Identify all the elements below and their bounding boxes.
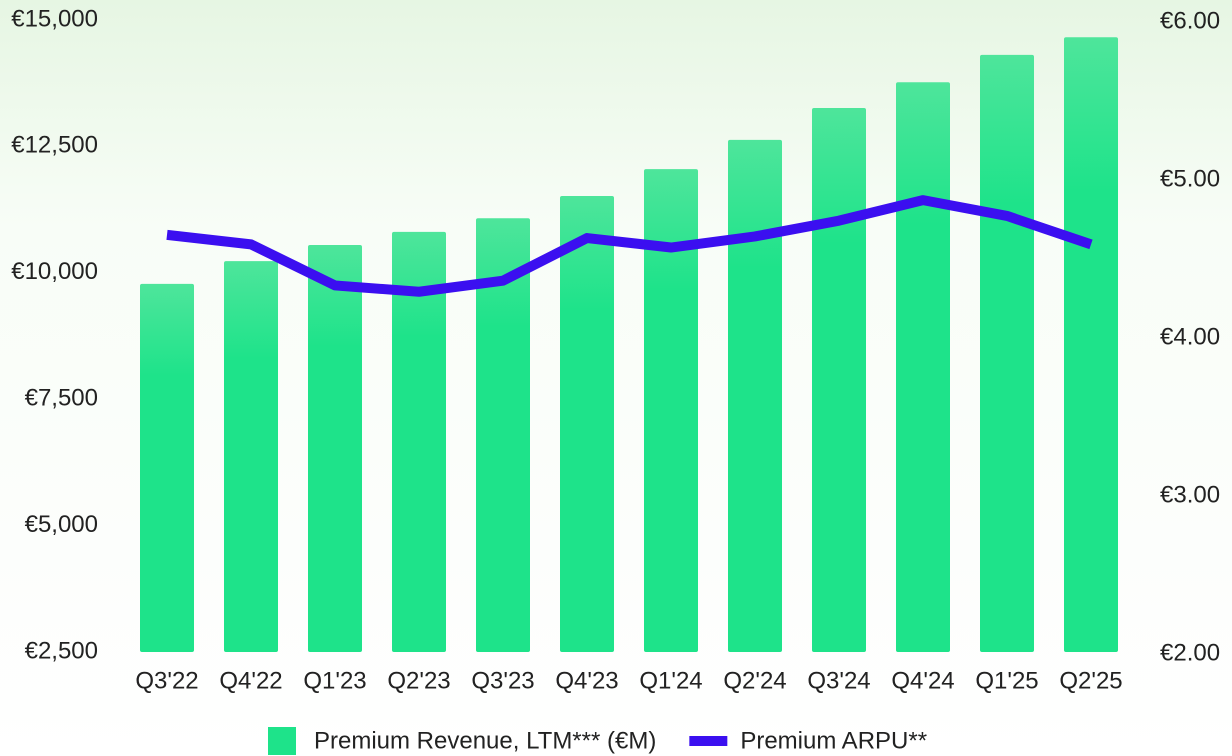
bar [392, 231, 446, 652]
bar [896, 82, 950, 653]
bar [980, 54, 1034, 652]
y-tick-label: €12,500 [11, 132, 98, 159]
x-tick-label: Q1'25 [975, 667, 1038, 694]
bar [1064, 37, 1118, 652]
legend-swatch [268, 727, 296, 755]
line [166, 195, 1093, 297]
bar [476, 218, 530, 653]
x-tick-label: Q4'23 [555, 667, 618, 694]
x-tick-label: Q2'24 [723, 667, 786, 694]
bar [140, 283, 194, 652]
y2-tick-label: €5.00 [1160, 165, 1220, 192]
x-tick-label: Q1'24 [639, 667, 702, 694]
y-tick-label: €10,000 [11, 258, 98, 285]
x-tick-label: Q3'22 [135, 667, 198, 694]
x-tick-label: Q3'24 [807, 667, 870, 694]
x-tick-label: Q4'24 [891, 667, 954, 694]
y-tick-label: €5,000 [25, 511, 98, 538]
x-tick-label: Q3'23 [471, 667, 534, 694]
y2-tick-label: €3.00 [1160, 481, 1220, 508]
x-tick-label: Q2'25 [1059, 667, 1122, 694]
bar [224, 261, 278, 652]
y-tick-label: €2,500 [25, 637, 98, 664]
y-tick-label: €7,500 [25, 385, 98, 412]
y2-tick-label: €4.00 [1160, 323, 1220, 350]
legend-label: Premium ARPU** [740, 727, 927, 754]
bar [644, 169, 698, 653]
bar [812, 107, 866, 652]
bar [560, 195, 614, 653]
bar [728, 139, 782, 652]
y2-tick-label: €2.00 [1160, 639, 1220, 666]
y-tick-label: €15,000 [11, 5, 98, 32]
bar [308, 244, 362, 652]
legend-label: Premium Revenue, LTM*** (€M) [314, 727, 656, 754]
x-tick-label: Q4'22 [219, 667, 282, 694]
y2-tick-label: €6.00 [1160, 7, 1220, 34]
x-tick-label: Q2'23 [387, 667, 450, 694]
x-tick-label: Q1'23 [303, 667, 366, 694]
